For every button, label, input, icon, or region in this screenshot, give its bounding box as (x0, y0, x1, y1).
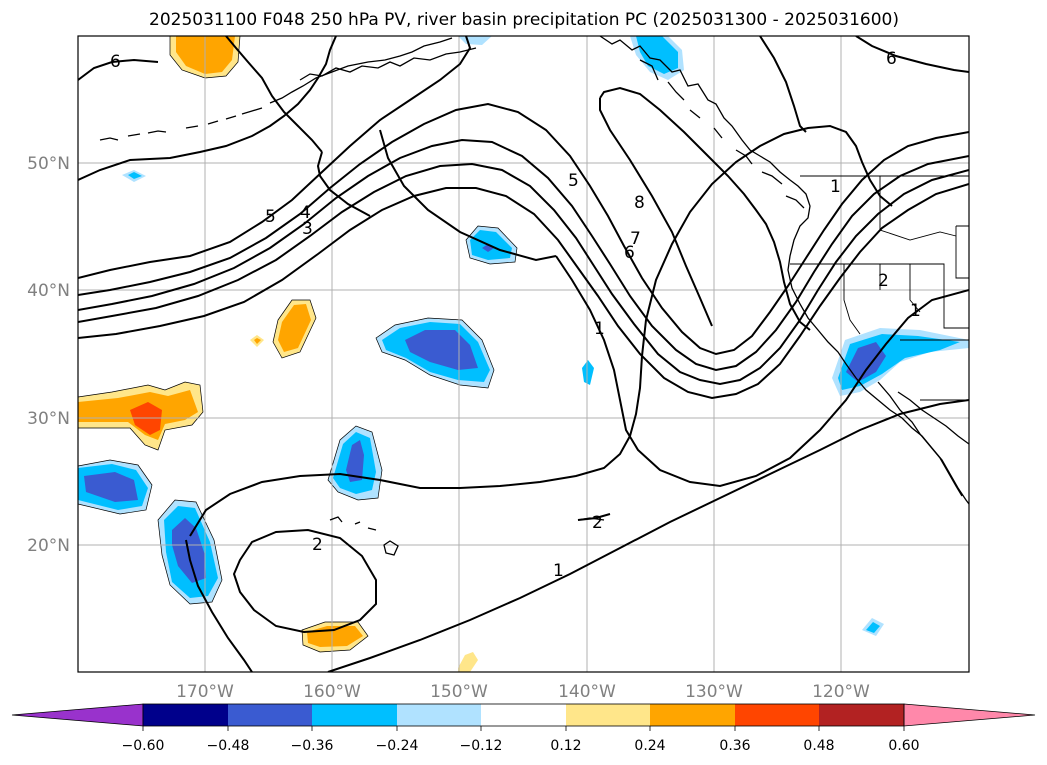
lat-label-40n: 40°N (27, 281, 70, 301)
pv-contour-labels: 6 5 4 3 5 8 7 6 1 2 1 6 2 1 2 1 (110, 49, 921, 581)
contour-label: 2 (878, 271, 889, 291)
lon-label-140w: 140°W (558, 682, 616, 702)
shading-outlines (78, 36, 518, 653)
contour-label: 8 (634, 193, 645, 213)
colorbar-tick-label: 0.12 (550, 738, 581, 754)
contour-label: 1 (830, 177, 841, 197)
contour-label: 6 (624, 243, 635, 263)
contour-label: 1 (553, 561, 564, 581)
colorbar-segment (481, 704, 566, 726)
lon-label-120w: 120°W (812, 682, 870, 702)
map-area: 6 5 4 3 5 8 7 6 1 2 1 6 2 1 2 1 (78, 36, 969, 672)
colorbar-tick-label: −0.48 (207, 738, 250, 754)
colorbar-tick-label: −0.60 (122, 738, 165, 754)
colorbar-tick-label: −0.24 (376, 738, 419, 754)
colorbar-tick-label: 0.24 (634, 738, 665, 754)
lon-label-130w: 130°W (685, 682, 743, 702)
contour-label: 5 (265, 207, 276, 227)
contour-label: 7 (630, 229, 641, 249)
colorbar-tick-label: −0.36 (291, 738, 334, 754)
lat-label-30n: 30°N (27, 409, 70, 429)
latitude-labels: 50°N 40°N 30°N 20°N (27, 154, 70, 556)
lon-label-170w: 170°W (176, 682, 234, 702)
colorbar-segment (650, 704, 735, 726)
colorbar-extend-high (903, 703, 1036, 727)
colorbar-segment (228, 704, 312, 726)
contour-label: 3 (302, 219, 313, 239)
lat-label-50n: 50°N (27, 154, 70, 174)
colorbar-segment (143, 704, 228, 726)
lat-label-20n: 20°N (27, 536, 70, 556)
contour-label: 2 (312, 535, 323, 555)
lon-label-160w: 160°W (303, 682, 361, 702)
lon-label-150w: 150°W (430, 682, 488, 702)
contour-label: 6 (886, 49, 897, 69)
contour-label: 6 (110, 52, 121, 72)
colorbar-segment (397, 704, 481, 726)
map-frame (77, 35, 970, 673)
contour-label: 4 (300, 203, 311, 223)
contour-label: 1 (594, 319, 605, 339)
colorbar-extend-low (11, 703, 144, 727)
colorbar-segment (819, 704, 904, 726)
contour-label: 1 (910, 301, 921, 321)
political-borders (790, 175, 969, 401)
colorbar-tick-label: 0.48 (803, 738, 834, 754)
colorbar-segment (312, 704, 397, 726)
contour-label: 2 (592, 513, 603, 533)
colorbar: −0.60 −0.48 −0.36 −0.24 −0.12 0.12 0.24 … (11, 703, 1036, 754)
colorbar-segment (735, 704, 819, 726)
longitude-labels: 170°W 160°W 150°W 140°W 130°W 120°W (176, 682, 870, 702)
pv-contours (78, 36, 969, 672)
colorbar-tick-label: 0.60 (888, 738, 919, 754)
figure-title: 2025031100 F048 250 hPa PV, river basin … (149, 10, 899, 30)
colorbar-segment (566, 704, 650, 726)
colorbar-tick-label: 0.36 (719, 738, 750, 754)
colorbar-tick-label: −0.12 (460, 738, 503, 754)
contour-label: 5 (568, 171, 579, 191)
